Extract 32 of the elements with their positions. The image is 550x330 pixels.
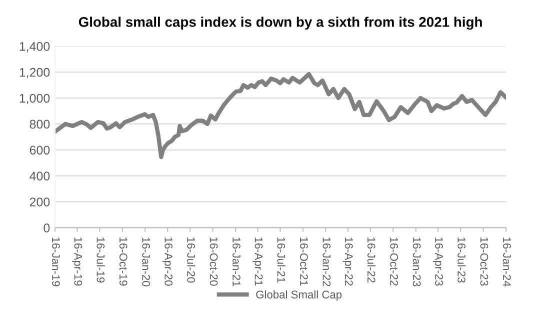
x-tick-label: 16-Jan-23 xyxy=(412,238,421,286)
y-tick-label: 600 xyxy=(30,146,50,155)
x-tick-label: 16-Oct-23 xyxy=(480,238,488,286)
x-tick-label: 16-Apr-19 xyxy=(72,238,82,286)
y-tick-label: 200 xyxy=(30,198,50,206)
x-tick-label: 16-Jul-20 xyxy=(187,238,196,283)
chart-title: Global small caps index is down by a sixth from its 2021 high xyxy=(78,16,482,30)
x-tick-label: 16-Apr-23 xyxy=(432,238,443,286)
x-tick-label: 16-Oct-19 xyxy=(119,238,128,286)
y-tick-label: 400 xyxy=(30,172,50,180)
y-tick-label: 1,200 xyxy=(20,68,50,78)
x-tick-label: 16-Jan-20 xyxy=(142,238,150,286)
x-tick-label: 16-Apr-22 xyxy=(342,238,353,286)
x-tick-label: 16-Jan-21 xyxy=(232,238,240,286)
x-tick-label: 16-Jan-19 xyxy=(52,238,60,286)
x-tick-label: 16-Apr-21 xyxy=(252,238,263,286)
x-tick-label: 16-Jan-22 xyxy=(322,238,331,286)
x-tick-label: 16-Oct-22 xyxy=(390,238,398,286)
x-tick-label: 16-Oct-20 xyxy=(210,238,218,286)
legend-label: Global Small Cap xyxy=(256,290,342,301)
y-tick-label: 1,000 xyxy=(20,94,50,104)
x-tick-label: 16-Oct-21 xyxy=(300,238,308,286)
y-tick-label: 1,400 xyxy=(20,42,50,52)
line-series xyxy=(55,72,506,160)
y-tick-label: 800 xyxy=(30,120,50,129)
x-tick-label: 16-Jul-23 xyxy=(458,238,466,283)
x-tick-label: 16-Jul-22 xyxy=(367,238,376,282)
x-tick-label: 16-Jan-24 xyxy=(503,238,511,286)
x-tick-label: 16-Jul-21 xyxy=(277,238,286,283)
x-tick-label: 16-Jul-19 xyxy=(96,238,105,283)
y-tick-label: 0 xyxy=(44,224,50,232)
x-tick-label: 16-Apr-20 xyxy=(162,238,173,286)
